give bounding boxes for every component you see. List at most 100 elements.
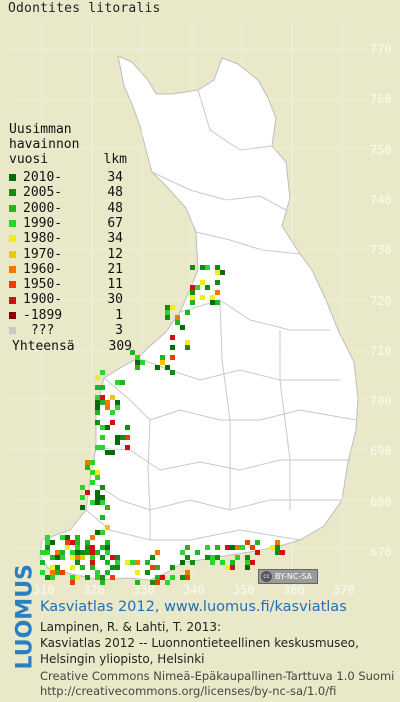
occurrence-square bbox=[185, 545, 190, 550]
occurrence-square bbox=[205, 545, 210, 550]
occurrence-square bbox=[80, 505, 85, 510]
occurrence-square bbox=[125, 435, 130, 440]
license-badge[interactable]: cc BY-NC-SA bbox=[258, 569, 318, 584]
license-line[interactable]: http://creativecommons.org/licenses/by-n… bbox=[40, 684, 337, 698]
occurrence-square bbox=[95, 500, 100, 505]
occurrence-square bbox=[90, 470, 95, 475]
occurrence-square bbox=[150, 580, 155, 585]
occurrence-square bbox=[105, 560, 110, 565]
occurrence-square bbox=[275, 550, 280, 555]
occurrence-square bbox=[85, 540, 90, 545]
occurrence-square bbox=[165, 580, 170, 585]
y-axis-label: 680 bbox=[370, 494, 392, 509]
occurrence-square bbox=[70, 565, 75, 570]
y-axis-label: 750 bbox=[370, 142, 392, 157]
occurrence-square bbox=[95, 405, 100, 410]
occurrence-square bbox=[215, 290, 220, 295]
occurrence-square bbox=[45, 545, 50, 550]
occurrence-square bbox=[190, 285, 195, 290]
legend-row-count: 1 bbox=[115, 307, 123, 323]
x-axis-label: 340 bbox=[183, 583, 205, 597]
occurrence-square bbox=[60, 550, 65, 555]
occurrence-square bbox=[165, 305, 170, 310]
occurrence-square bbox=[40, 560, 45, 565]
occurrence-square bbox=[195, 285, 200, 290]
occurrence-square bbox=[70, 540, 75, 545]
occurrence-square bbox=[135, 580, 140, 585]
x-axis-label: 310 bbox=[33, 583, 55, 597]
occurrence-square bbox=[230, 560, 235, 565]
occurrence-square bbox=[115, 555, 120, 560]
occurrence-square bbox=[95, 475, 100, 480]
occurrence-square bbox=[115, 440, 120, 445]
legend-header-line: havainnon bbox=[9, 137, 80, 152]
occurrence-square bbox=[110, 575, 115, 580]
legend-row: ??? 3 bbox=[9, 323, 144, 338]
occurrence-square bbox=[110, 395, 115, 400]
legend-row-count: 3 bbox=[115, 323, 123, 339]
occurrence-square bbox=[225, 565, 230, 570]
occurrence-square bbox=[90, 500, 95, 505]
legend-row-count: 12 bbox=[107, 246, 123, 262]
legend-row-count: 11 bbox=[107, 277, 123, 293]
occurrence-square bbox=[115, 400, 120, 405]
occurrence-square bbox=[95, 575, 100, 580]
occurrence-square bbox=[230, 545, 235, 550]
occurrence-square bbox=[100, 530, 105, 535]
occurrence-square bbox=[110, 565, 115, 570]
occurrence-square bbox=[245, 560, 250, 565]
occurrence-square bbox=[270, 545, 275, 550]
legend-header-line: vuosi bbox=[9, 152, 49, 167]
legend-row-count: 34 bbox=[107, 231, 123, 247]
occurrence-square bbox=[75, 540, 80, 545]
occurrence-square bbox=[100, 400, 105, 405]
occurrence-square bbox=[70, 555, 75, 560]
legend-swatch bbox=[9, 265, 16, 273]
y-axis-label: 760 bbox=[370, 92, 392, 107]
occurrence-square bbox=[165, 310, 170, 315]
occurrence-square bbox=[115, 435, 120, 440]
occurrence-square bbox=[80, 495, 85, 500]
occurrence-square bbox=[100, 445, 105, 450]
occurrence-square bbox=[50, 575, 55, 580]
occurrence-square bbox=[95, 375, 100, 380]
legend-row-label: -1899 bbox=[23, 307, 63, 323]
occurrence-square bbox=[100, 555, 105, 560]
legend-row-label: 2005- bbox=[23, 185, 63, 201]
occurrence-square bbox=[100, 370, 105, 375]
legend-rows: 2010- 34 2005- 48 2000- 48 1990- 67 1980- 34 1970-… bbox=[9, 170, 144, 338]
y-axis-label: 670 bbox=[370, 545, 392, 559]
occurrence-square bbox=[275, 540, 280, 545]
occurrence-square bbox=[70, 580, 75, 585]
legend-row: 2005- 48 bbox=[9, 185, 144, 200]
occurrence-square bbox=[155, 550, 160, 555]
occurrence-square bbox=[230, 565, 235, 570]
occurrence-square bbox=[160, 355, 165, 360]
occurrence-square bbox=[55, 555, 60, 560]
legend-total-label: Yhteensä bbox=[12, 339, 75, 355]
occurrence-square bbox=[155, 580, 160, 585]
occurrence-square bbox=[90, 460, 95, 465]
occurrence-square bbox=[170, 370, 175, 375]
occurrence-square bbox=[190, 265, 195, 270]
occurrence-square bbox=[170, 345, 175, 350]
occurrence-square bbox=[145, 560, 150, 565]
occurrence-square bbox=[150, 565, 155, 570]
occurrence-square bbox=[210, 300, 215, 305]
legend-row-label: ??? bbox=[23, 323, 55, 339]
occurrence-square bbox=[80, 485, 85, 490]
occurrence-square bbox=[155, 365, 160, 370]
legend-count-header: lkm bbox=[103, 152, 127, 167]
atlas-link[interactable]: Kasviatlas 2012, www.luomus.fi/kasviatla… bbox=[40, 599, 347, 615]
occurrence-square bbox=[75, 560, 80, 565]
occurrence-square bbox=[160, 360, 165, 365]
legend-row-label: 1960- bbox=[23, 261, 63, 277]
occurrence-square bbox=[105, 425, 110, 430]
occurrence-square bbox=[225, 545, 230, 550]
occurrence-square bbox=[105, 505, 110, 510]
occurrence-square bbox=[95, 570, 100, 575]
occurrence-square bbox=[190, 300, 195, 305]
occurrence-square bbox=[170, 575, 175, 580]
occurrence-square bbox=[250, 545, 255, 550]
license-line: Creative Commons Nimeä-Epäkaupallinen-Ta… bbox=[40, 669, 395, 683]
